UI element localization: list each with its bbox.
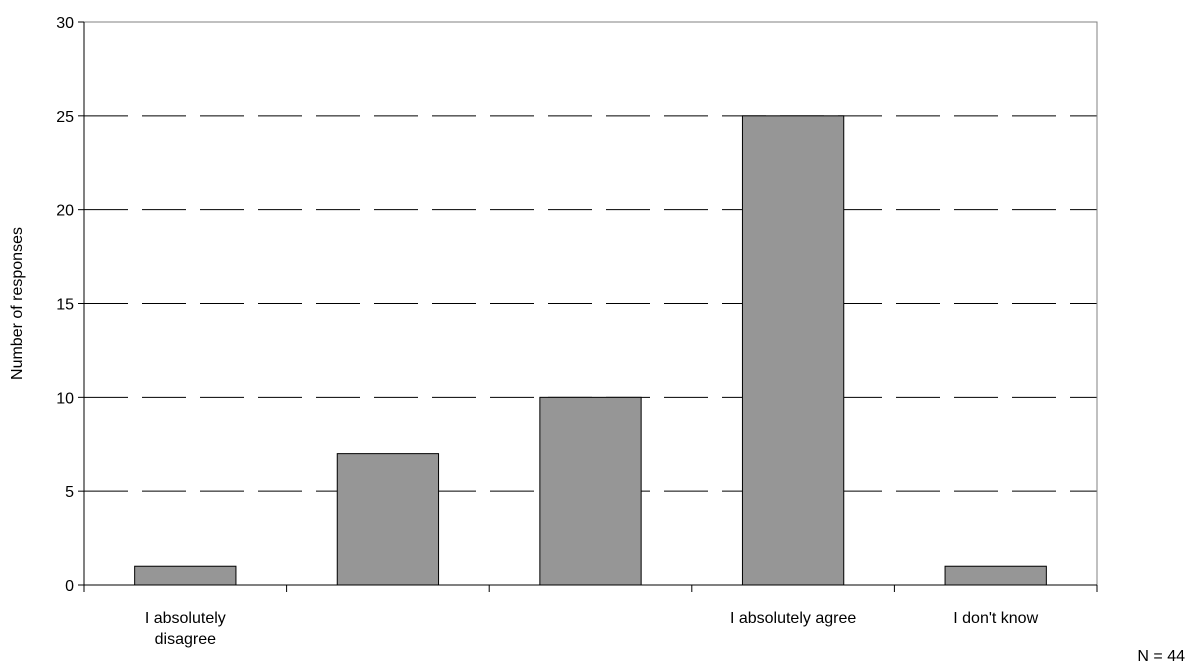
x-tick-label: I absolutely agree [730, 610, 856, 627]
bar [134, 565, 237, 586]
bar-layer [134, 115, 1047, 586]
y-tick-labels: 0 5 10 15 20 25 30 [56, 15, 74, 595]
y-tick-label: 0 [65, 578, 74, 595]
sample-size-note: N = 44 [1137, 648, 1185, 665]
y-axis-label: Number of responses [9, 227, 26, 380]
bar [336, 453, 440, 586]
bar [741, 115, 845, 586]
bar [944, 565, 1047, 586]
y-tick-label: 25 [56, 109, 74, 126]
y-tick-label: 5 [65, 484, 74, 501]
x-tick-label: I don't know [953, 610, 1038, 627]
y-tick-label: 20 [56, 203, 74, 220]
y-tick-label: 30 [56, 15, 74, 32]
bar [539, 396, 642, 586]
x-tick-label: I absolutely [145, 610, 226, 627]
x-tick-labels: I absolutely disagree I absolutely agree I … [145, 610, 1039, 648]
y-tick-label: 10 [56, 390, 74, 407]
x-tick-label: disagree [155, 631, 216, 648]
axis-layer [78, 21, 1098, 592]
y-tick-label: 15 [56, 297, 74, 314]
